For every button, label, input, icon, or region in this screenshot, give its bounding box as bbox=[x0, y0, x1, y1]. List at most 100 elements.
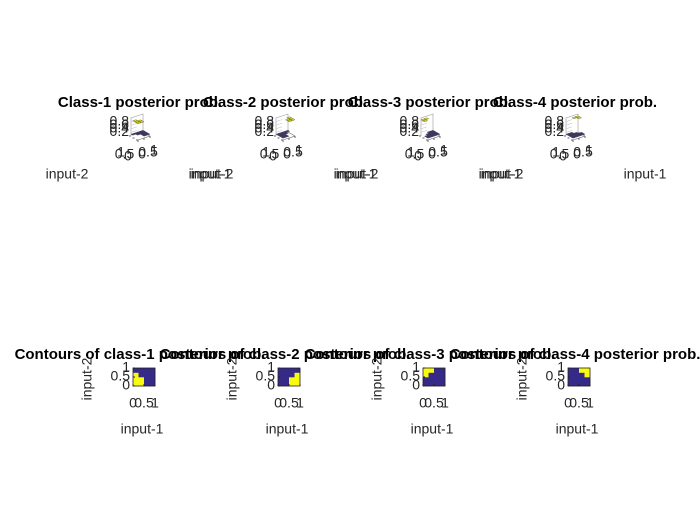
z-tick-label: 0.6 bbox=[255, 116, 275, 132]
y-axis-label: input-2 bbox=[191, 166, 234, 182]
z-tick bbox=[565, 126, 573, 130]
y-axis-label: input-2 bbox=[224, 357, 240, 400]
contour-cell bbox=[423, 381, 429, 387]
y-tick-label: 0.5 bbox=[260, 146, 280, 162]
z-tick-label: 0.8 bbox=[400, 112, 420, 128]
y-axis-label: input-2 bbox=[481, 166, 524, 182]
z-tick bbox=[420, 126, 428, 130]
contour-cell bbox=[144, 377, 150, 382]
z-tick-label: 0.8 bbox=[545, 112, 565, 128]
surface-cell bbox=[283, 135, 290, 138]
contour-cell bbox=[579, 368, 585, 373]
z-tick-label: 0.4 bbox=[400, 120, 420, 136]
title: Contours of class-4 posterior prob. bbox=[450, 346, 700, 363]
x-axis-label: input-1 bbox=[266, 421, 309, 437]
x-axis-label: input-1 bbox=[411, 421, 454, 437]
y-tick-label: 1 bbox=[412, 359, 420, 375]
y-tick-label: 1 bbox=[267, 359, 275, 375]
x-tick-label: 1 bbox=[585, 142, 593, 158]
title: Contours of class-1 posterior prob. bbox=[15, 346, 266, 363]
contour-cell bbox=[283, 381, 290, 387]
z-tick bbox=[275, 126, 283, 130]
x-tick-label: 0.5 bbox=[283, 144, 303, 160]
contour-cell bbox=[278, 372, 284, 378]
contour-cell bbox=[428, 368, 435, 373]
z-tick-label: 0.2 bbox=[400, 123, 420, 139]
contour-cell bbox=[278, 381, 284, 387]
x-axis-label: input-1 bbox=[189, 166, 232, 182]
z-tick bbox=[420, 130, 428, 133]
contour-cell bbox=[568, 372, 574, 378]
y-tick-label: 1 bbox=[552, 144, 560, 160]
contour-cell bbox=[133, 377, 139, 382]
contour-cell bbox=[568, 377, 574, 382]
z-tick-label: 0.6 bbox=[545, 116, 565, 132]
y-tick-label: 0 bbox=[412, 377, 420, 393]
y-tick-label: 0.5 bbox=[111, 368, 131, 384]
z-tick-label: 0.4 bbox=[110, 120, 130, 136]
z-tick bbox=[275, 122, 283, 126]
x-tick-label: 1 bbox=[441, 395, 449, 411]
y-axis-label: input-2 bbox=[514, 357, 530, 400]
y-axis-label: input-2 bbox=[369, 357, 385, 400]
contour-cell bbox=[138, 381, 145, 387]
z-tick bbox=[420, 122, 428, 126]
title: Class-3 posterior prob. bbox=[348, 94, 512, 111]
y-tick-label: 0 bbox=[414, 148, 422, 164]
y-tick-label: 0.5 bbox=[546, 368, 566, 384]
z-tick-label: 0.8 bbox=[255, 112, 275, 128]
y-tick-label: 0.5 bbox=[401, 368, 421, 384]
z-tick bbox=[275, 130, 283, 133]
title: Class-4 posterior prob. bbox=[493, 94, 657, 111]
x-tick-label: 1 bbox=[151, 395, 159, 411]
z-tick bbox=[130, 126, 138, 130]
y-axis-label: input-2 bbox=[336, 166, 379, 182]
y-tick-label: 1 bbox=[122, 359, 130, 375]
x-tick-label: 0 bbox=[138, 146, 146, 162]
y-tick-label: 0.5 bbox=[256, 368, 276, 384]
contour-cell bbox=[434, 372, 440, 378]
surface-cell bbox=[289, 118, 296, 121]
contour-cell bbox=[584, 377, 591, 382]
contour-cell bbox=[294, 377, 301, 382]
contour-cell bbox=[144, 368, 150, 373]
y-tick-label: 1 bbox=[262, 144, 270, 160]
x-tick-label: 0 bbox=[419, 395, 427, 411]
surface-cell bbox=[284, 130, 291, 133]
contour-cell bbox=[579, 381, 585, 387]
contour-cell bbox=[434, 368, 440, 373]
y-tick-label: 0 bbox=[124, 148, 132, 164]
contour-cell bbox=[573, 381, 580, 387]
z-tick-label: 0.4 bbox=[545, 120, 565, 136]
title: Contours of class-2 posterior prob. bbox=[160, 346, 411, 363]
y-tick-label: 0.5 bbox=[550, 146, 570, 162]
contour-cell bbox=[573, 372, 580, 378]
x-tick-label: 1 bbox=[586, 395, 594, 411]
title: Class-2 posterior prob. bbox=[203, 94, 367, 111]
contour-cell bbox=[133, 368, 139, 373]
y-tick-label: 0 bbox=[122, 377, 130, 393]
axis-box bbox=[275, 113, 289, 136]
x-axis-label: input-1 bbox=[556, 421, 599, 437]
contour-cell bbox=[283, 368, 290, 373]
contour-cell bbox=[294, 368, 301, 373]
contour-cell bbox=[439, 368, 446, 373]
surface-cell bbox=[283, 132, 289, 135]
x-tick-label: 1 bbox=[296, 395, 304, 411]
contour-cell bbox=[423, 377, 429, 382]
y-tick-label: 0 bbox=[559, 148, 567, 164]
y-tick-label: 1 bbox=[557, 359, 565, 375]
x-tick-label: 0.5 bbox=[569, 395, 589, 411]
contour-cell bbox=[133, 372, 139, 378]
contour-cell bbox=[133, 381, 139, 387]
contour-cell bbox=[278, 377, 284, 382]
contour-cell bbox=[428, 372, 435, 378]
surface-cell bbox=[576, 116, 582, 119]
contour-cell bbox=[144, 381, 150, 387]
x-axis-label: input-1 bbox=[624, 166, 667, 182]
contour-cell bbox=[283, 377, 290, 382]
contour-cell bbox=[289, 368, 295, 373]
z-tick-label: 0.2 bbox=[110, 123, 130, 139]
x-tick-label: 0 bbox=[274, 395, 282, 411]
y-axis-label: input-2 bbox=[79, 357, 95, 400]
